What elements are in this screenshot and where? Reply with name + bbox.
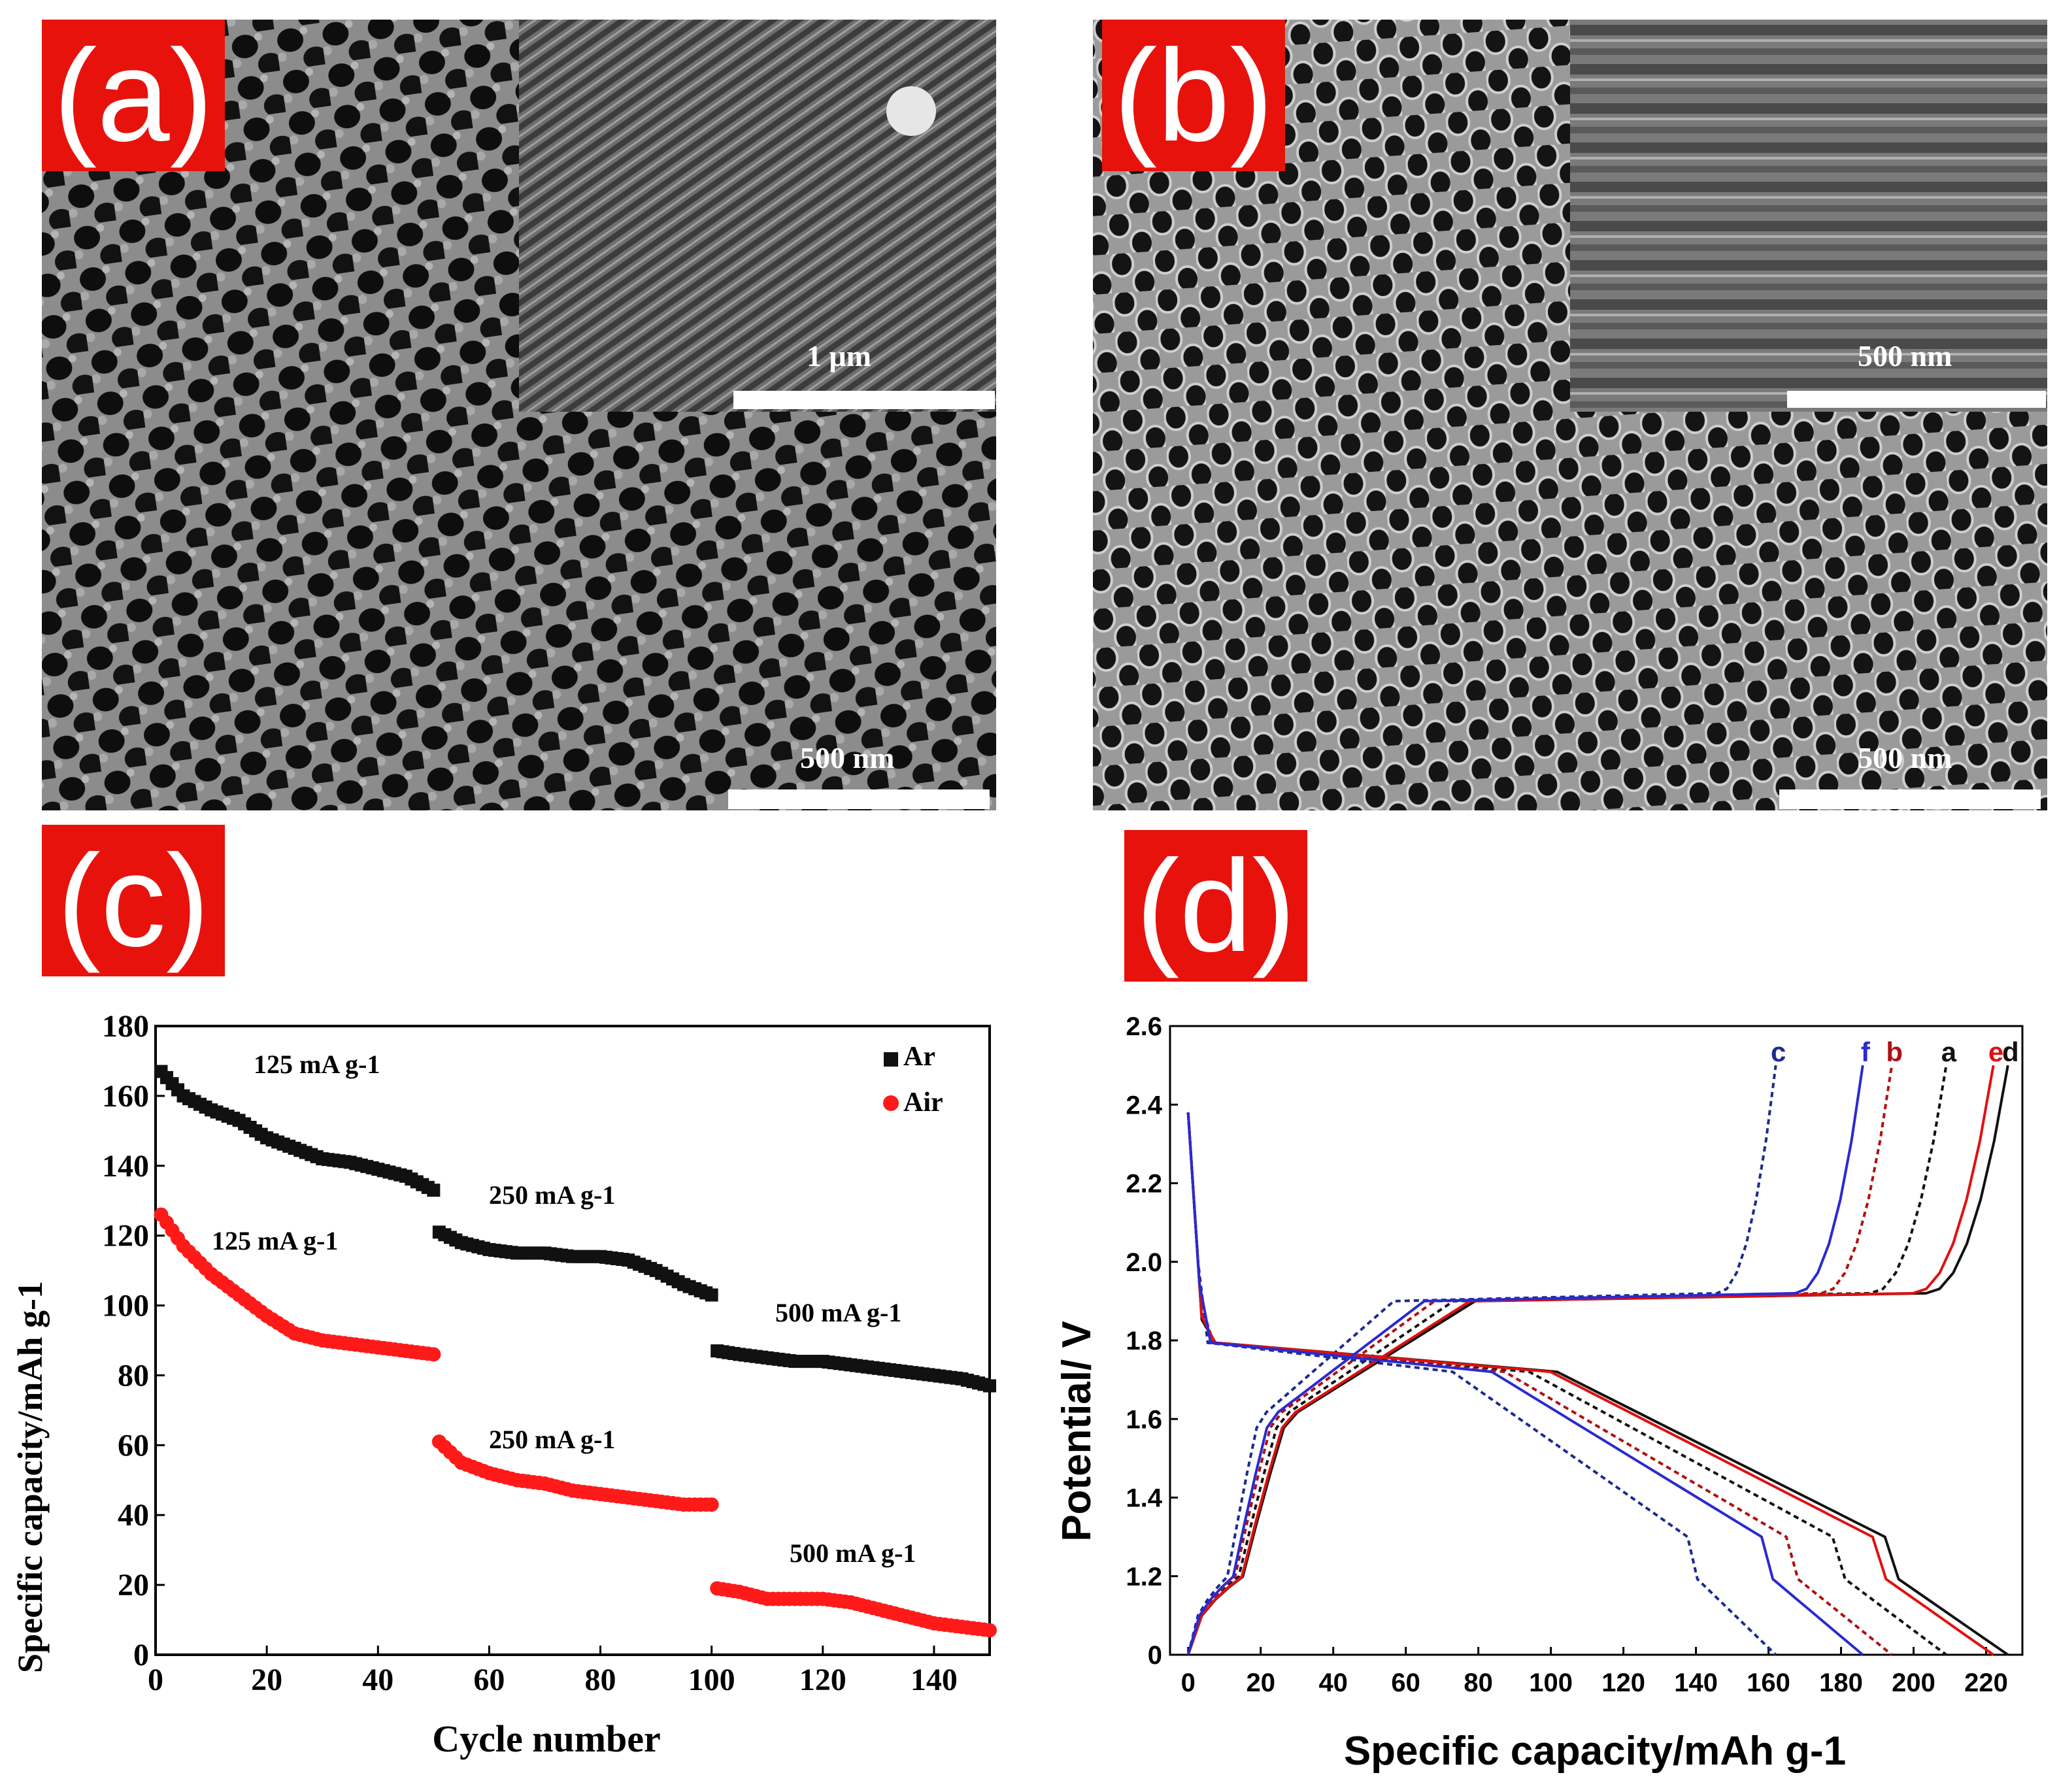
d-y-axis-label: Potential/ V (1054, 1321, 1099, 1542)
c-point-ar (983, 1379, 996, 1393)
c-point-ar (705, 1288, 718, 1302)
d-x-tick-label: 100 (1529, 1668, 1573, 1697)
d-curve-label-a: a (1941, 1037, 1957, 1067)
panel-tag-a: (a) (42, 20, 225, 171)
scale-bar-inset-a (733, 391, 995, 409)
d-x-tick-label: 180 (1819, 1668, 1863, 1697)
d-discharge-curve-a (1186, 1112, 1947, 1656)
legend-ar-marker (884, 1052, 898, 1067)
c-y-tick-label: 120 (102, 1219, 149, 1253)
d-y-tick-label: 1.6 (1126, 1405, 1162, 1434)
c-point-ar (427, 1184, 441, 1197)
d-y-tick-label: 1.4 (1126, 1484, 1162, 1513)
c-y-tick-label: 0 (133, 1638, 149, 1672)
c-x-tick-label: 20 (251, 1663, 282, 1697)
inset-image-b (1570, 20, 2047, 412)
legend-air-label: Air (903, 1087, 943, 1118)
d-y-tick-label: 0 (1148, 1641, 1162, 1670)
c-x-tick-label: 80 (585, 1663, 616, 1697)
d-x-tick-label: 140 (1674, 1668, 1718, 1697)
d-x-tick-label: 60 (1391, 1668, 1420, 1697)
c-y-tick-label: 160 (102, 1079, 149, 1114)
c-plot-frame (154, 1025, 991, 1656)
c-y-tick-label: 80 (118, 1358, 149, 1393)
chart-d: 0 20 40 60 80 100 120 140 160 180 200 220 0 1.2 1.4 1.6… (1054, 1012, 2024, 1774)
svg-text:(d): (d) (1136, 833, 1296, 979)
legend-air-marker (883, 1095, 899, 1111)
scale-label-inset-b: 500 nm (1858, 339, 1952, 373)
d-x-tick-label: 200 (1892, 1668, 1935, 1697)
d-plot-frame (1169, 1025, 2024, 1656)
svg-text:(b): (b) (1114, 23, 1273, 169)
d-curve-label-c: c (1771, 1037, 1786, 1067)
c-annot-air-125: 125 mA g-1 (212, 1226, 338, 1255)
d-y-tick-label: 1.8 (1126, 1327, 1162, 1355)
d-y-tick-label: 1.2 (1126, 1563, 1162, 1591)
c-x-tick-label: 40 (362, 1663, 393, 1697)
panel-tag-d: (d) (1124, 830, 1307, 982)
c-point-air (704, 1497, 719, 1512)
legend-ar-label: Ar (903, 1042, 935, 1072)
svg-text:(a): (a) (54, 23, 213, 169)
d-charge-curve-f (1186, 1065, 1864, 1655)
c-x-tick-label: 140 (911, 1663, 958, 1697)
scale-bar-main-a (728, 789, 990, 809)
panel-tag-b: (b) (1102, 20, 1285, 171)
scale-label-main-a: 500 nm (800, 741, 894, 774)
chart-c: 0 20 40 60 80 100 120 140 0 20 40 60 80 100 120 140 160 1… (10, 1009, 997, 1760)
c-x-tick-label: 60 (473, 1663, 505, 1697)
d-y-tick-label: 2.6 (1126, 1012, 1162, 1041)
c-point-air (982, 1623, 997, 1638)
d-x-tick-label: 120 (1601, 1668, 1645, 1697)
d-x-tick-label: 220 (1964, 1668, 2008, 1697)
d-discharge-curve-c (1186, 1112, 1777, 1656)
svg-text:(c): (c) (57, 828, 209, 974)
d-charge-curve-b (1186, 1065, 1894, 1655)
d-discharge-curve-e (1186, 1112, 1994, 1656)
c-x-tick-label: 120 (799, 1663, 846, 1697)
d-charge-curve-e (1186, 1065, 1995, 1655)
c-y-tick-label: 140 (102, 1149, 149, 1184)
c-x-axis-label: Cycle number (432, 1717, 661, 1760)
c-x-tick-label: 100 (688, 1663, 735, 1697)
scale-label-inset-a: 1 μm (807, 339, 871, 373)
panel-tag-c: (c) (42, 825, 225, 976)
d-curve-label-e: e (1988, 1037, 2003, 1067)
d-y-tick-label: 2.0 (1126, 1248, 1162, 1277)
inset-image-a (519, 20, 996, 412)
d-x-tick-label: 0 (1181, 1668, 1196, 1697)
d-charge-curve-a (1186, 1065, 1948, 1655)
d-discharge-curve-f (1186, 1112, 1864, 1656)
c-x-tick-label: 0 (148, 1663, 163, 1697)
d-discharge-curve-b (1186, 1112, 1893, 1656)
c-y-tick-label: 180 (102, 1009, 149, 1044)
c-annot-air-500: 500 mA g-1 (790, 1538, 916, 1568)
scale-bar-inset-b (1787, 391, 2046, 408)
d-y-tick-label: 2.2 (1126, 1170, 1162, 1199)
c-y-tick-label: 60 (118, 1428, 149, 1463)
c-y-tick-label: 100 (102, 1289, 149, 1323)
scale-bar-main-b (1779, 789, 2041, 809)
d-x-tick-label: 20 (1246, 1668, 1275, 1697)
c-annot-ar-250: 250 mA g-1 (489, 1180, 615, 1210)
d-x-tick-label: 160 (1747, 1668, 1790, 1697)
d-curve-label-b: b (1886, 1037, 1903, 1067)
c-annot-ar-500: 500 mA g-1 (775, 1298, 901, 1327)
d-x-axis-label: Specific capacity/mAh g-1 (1344, 1729, 1846, 1774)
c-annot-ar-125: 125 mA g-1 (254, 1050, 380, 1079)
scale-label-main-b: 500 nm (1858, 741, 1952, 774)
d-curve-label-f: f (1861, 1037, 1871, 1067)
c-point-air (426, 1347, 441, 1362)
c-y-axis-label: Specific capacity/mAh g-1 (10, 1281, 50, 1673)
sem-image-a: 1 μm 500 nm (42, 20, 996, 810)
c-y-tick-label: 20 (118, 1568, 149, 1602)
d-charge-curve-c (1186, 1065, 1777, 1655)
c-y-tick-label: 40 (118, 1498, 149, 1533)
d-curve-label-d: d (2002, 1037, 2019, 1067)
d-x-tick-label: 40 (1318, 1668, 1348, 1697)
c-annot-air-250: 250 mA g-1 (489, 1425, 615, 1454)
d-x-tick-label: 80 (1464, 1668, 1493, 1697)
d-charge-curve-d (1186, 1065, 2009, 1655)
d-y-tick-label: 2.4 (1126, 1091, 1162, 1120)
